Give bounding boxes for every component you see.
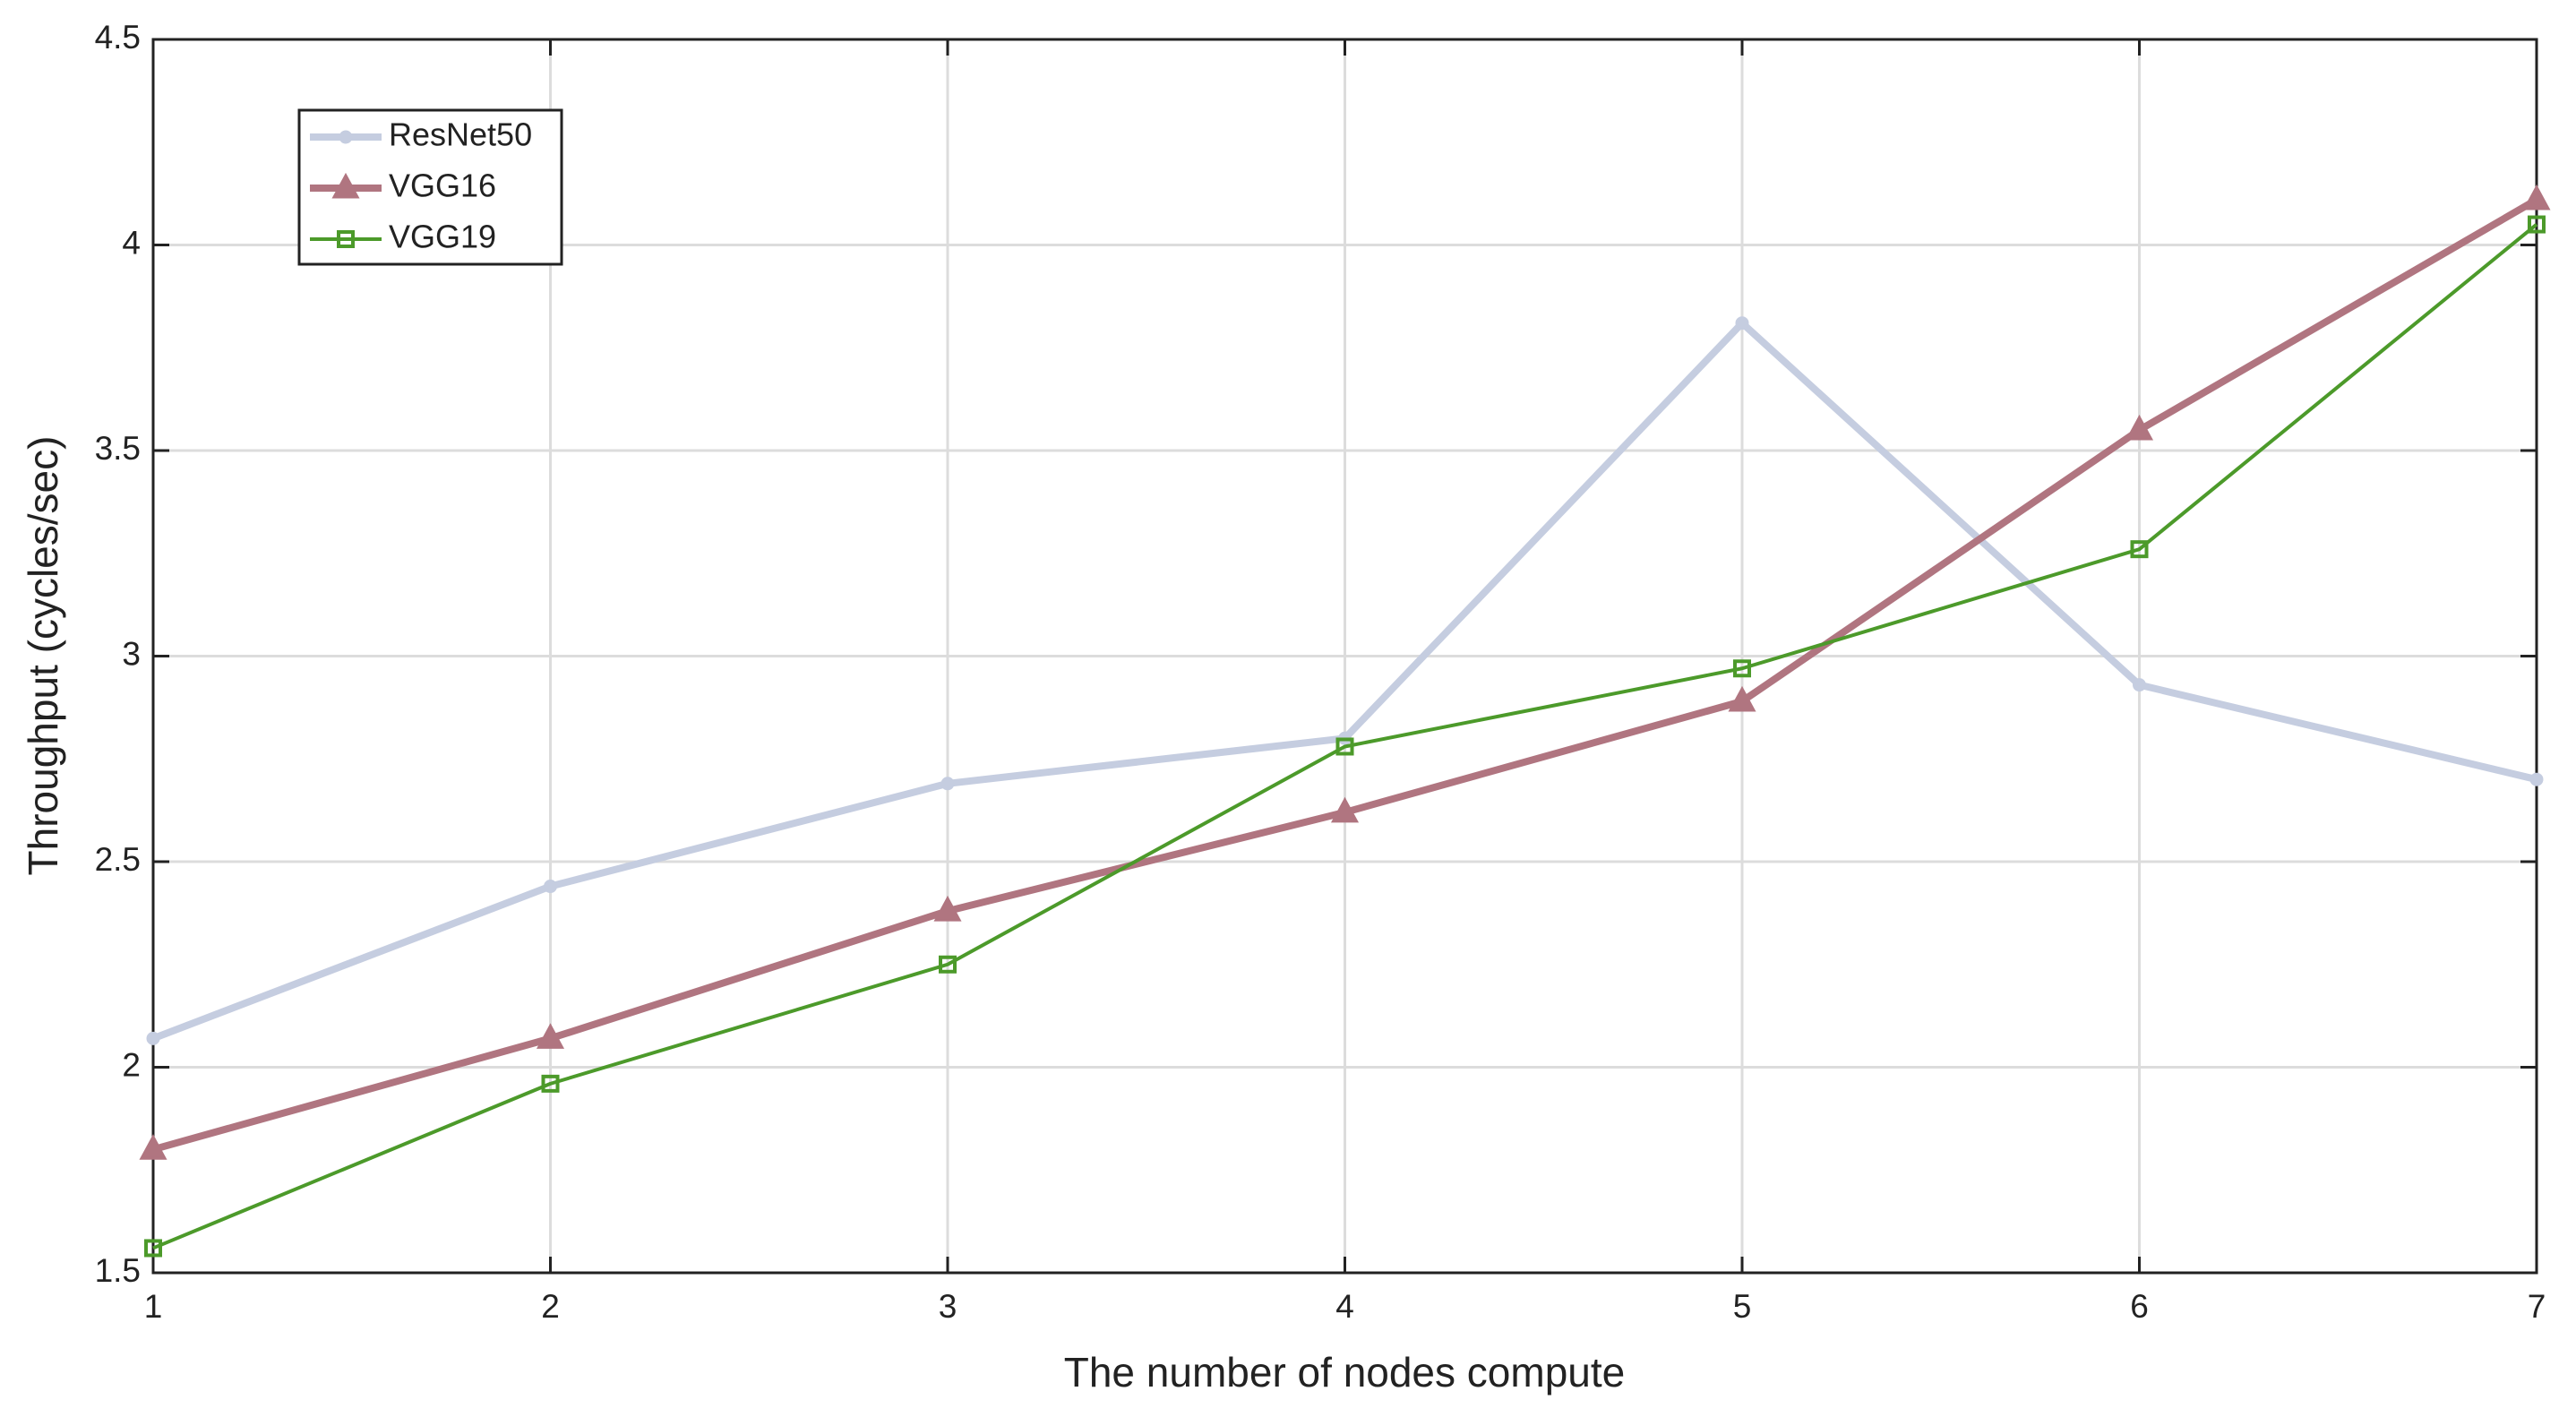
marker [1735, 316, 1749, 331]
marker [536, 1023, 565, 1049]
marker [2130, 540, 2149, 559]
x-tick-label: 1 [144, 1288, 163, 1325]
x-tick-label: 4 [1335, 1288, 1354, 1325]
x-tick-label: 3 [939, 1288, 957, 1325]
marker [1330, 796, 1360, 823]
y-tick-label: 3.5 [95, 430, 141, 467]
marker [139, 1134, 167, 1160]
marker [2125, 414, 2154, 441]
marker [144, 1239, 162, 1258]
y-tick-label: 2 [122, 1046, 141, 1083]
x-tick-label: 7 [2528, 1288, 2546, 1325]
marker [939, 955, 957, 974]
marker [1335, 737, 1354, 756]
x-axis-label: The number of nodes compute [1064, 1349, 1625, 1396]
marker [933, 895, 962, 922]
marker [544, 880, 557, 894]
marker [2529, 772, 2544, 786]
legend-label: VGG19 [389, 219, 496, 255]
marker [337, 230, 355, 248]
marker [331, 172, 360, 199]
x-tick-label: 2 [541, 1288, 560, 1325]
x-tick-label: 6 [2130, 1288, 2149, 1325]
y-tick-label: 3 [122, 635, 141, 672]
y-tick-label: 1.5 [95, 1252, 141, 1289]
y-tick-label: 4 [122, 224, 141, 261]
marker [2133, 678, 2146, 692]
plot-frame [151, 38, 2538, 1275]
marker [541, 1074, 560, 1093]
marker [2528, 215, 2546, 234]
y-axis-label: Throughput (cycles/sec) [20, 436, 66, 876]
legend-label: ResNet50 [389, 116, 532, 153]
marker [146, 1031, 160, 1045]
marker [1728, 685, 1756, 712]
marker [339, 130, 353, 144]
marker [1733, 659, 1751, 678]
y-tick-label: 4.5 [95, 19, 141, 56]
legend: ResNet50 VGG16 VGG19 [297, 108, 563, 266]
marker [2522, 184, 2551, 210]
legend-label: VGG16 [389, 167, 496, 204]
y-tick-label: 2.5 [95, 841, 141, 878]
marker [940, 777, 955, 791]
x-tick-label: 5 [1733, 1288, 1752, 1325]
series-line [152, 223, 2538, 1250]
